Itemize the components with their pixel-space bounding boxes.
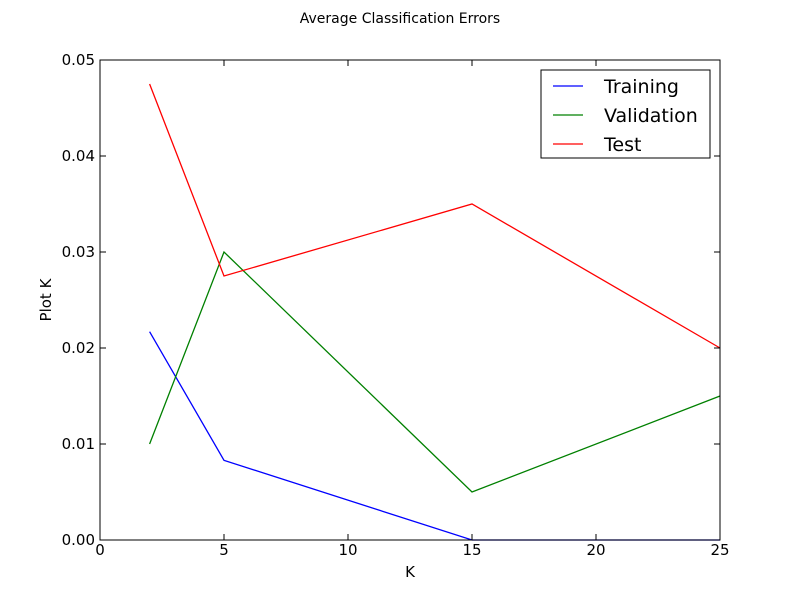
legend-box (540, 69, 711, 159)
y-tick-label: 0.03 (62, 243, 95, 261)
chart-title: Average Classification Errors (300, 11, 500, 27)
legend-label-training: Training (603, 76, 679, 98)
x-tick-label: 15 (462, 541, 481, 559)
x-tick-label: 5 (219, 541, 229, 559)
series-line-training (149, 331, 720, 541)
y-tick-label: 0.05 (62, 51, 95, 69)
y-tick-label: 0.01 (62, 435, 95, 453)
y-axis-label: Plot K (37, 277, 55, 321)
tick-labels: 0 5 10 15 20 25 0.00 0.01 0.02 0.03 0.04 0.05 (62, 51, 730, 559)
legend-label-validation: Validation (604, 105, 698, 127)
x-tick-label: 10 (338, 541, 357, 559)
series-line-validation (148, 250, 721, 493)
y-tick-label: 0.00 (62, 531, 95, 549)
legend-label-test: Test (603, 134, 641, 156)
x-tick-label: 20 (586, 541, 605, 559)
legend: Training Validation Test (540, 69, 711, 159)
plot-frame (99, 59, 721, 541)
x-tick-label: 25 (710, 541, 729, 559)
x-tick-label: 0 (95, 541, 105, 559)
y-tick-label: 0.04 (62, 147, 95, 165)
series-line-test (148, 83, 721, 349)
y-tick-label: 0.02 (62, 339, 95, 357)
x-axis-label: K (405, 563, 416, 581)
ticks-layer (99, 59, 721, 541)
